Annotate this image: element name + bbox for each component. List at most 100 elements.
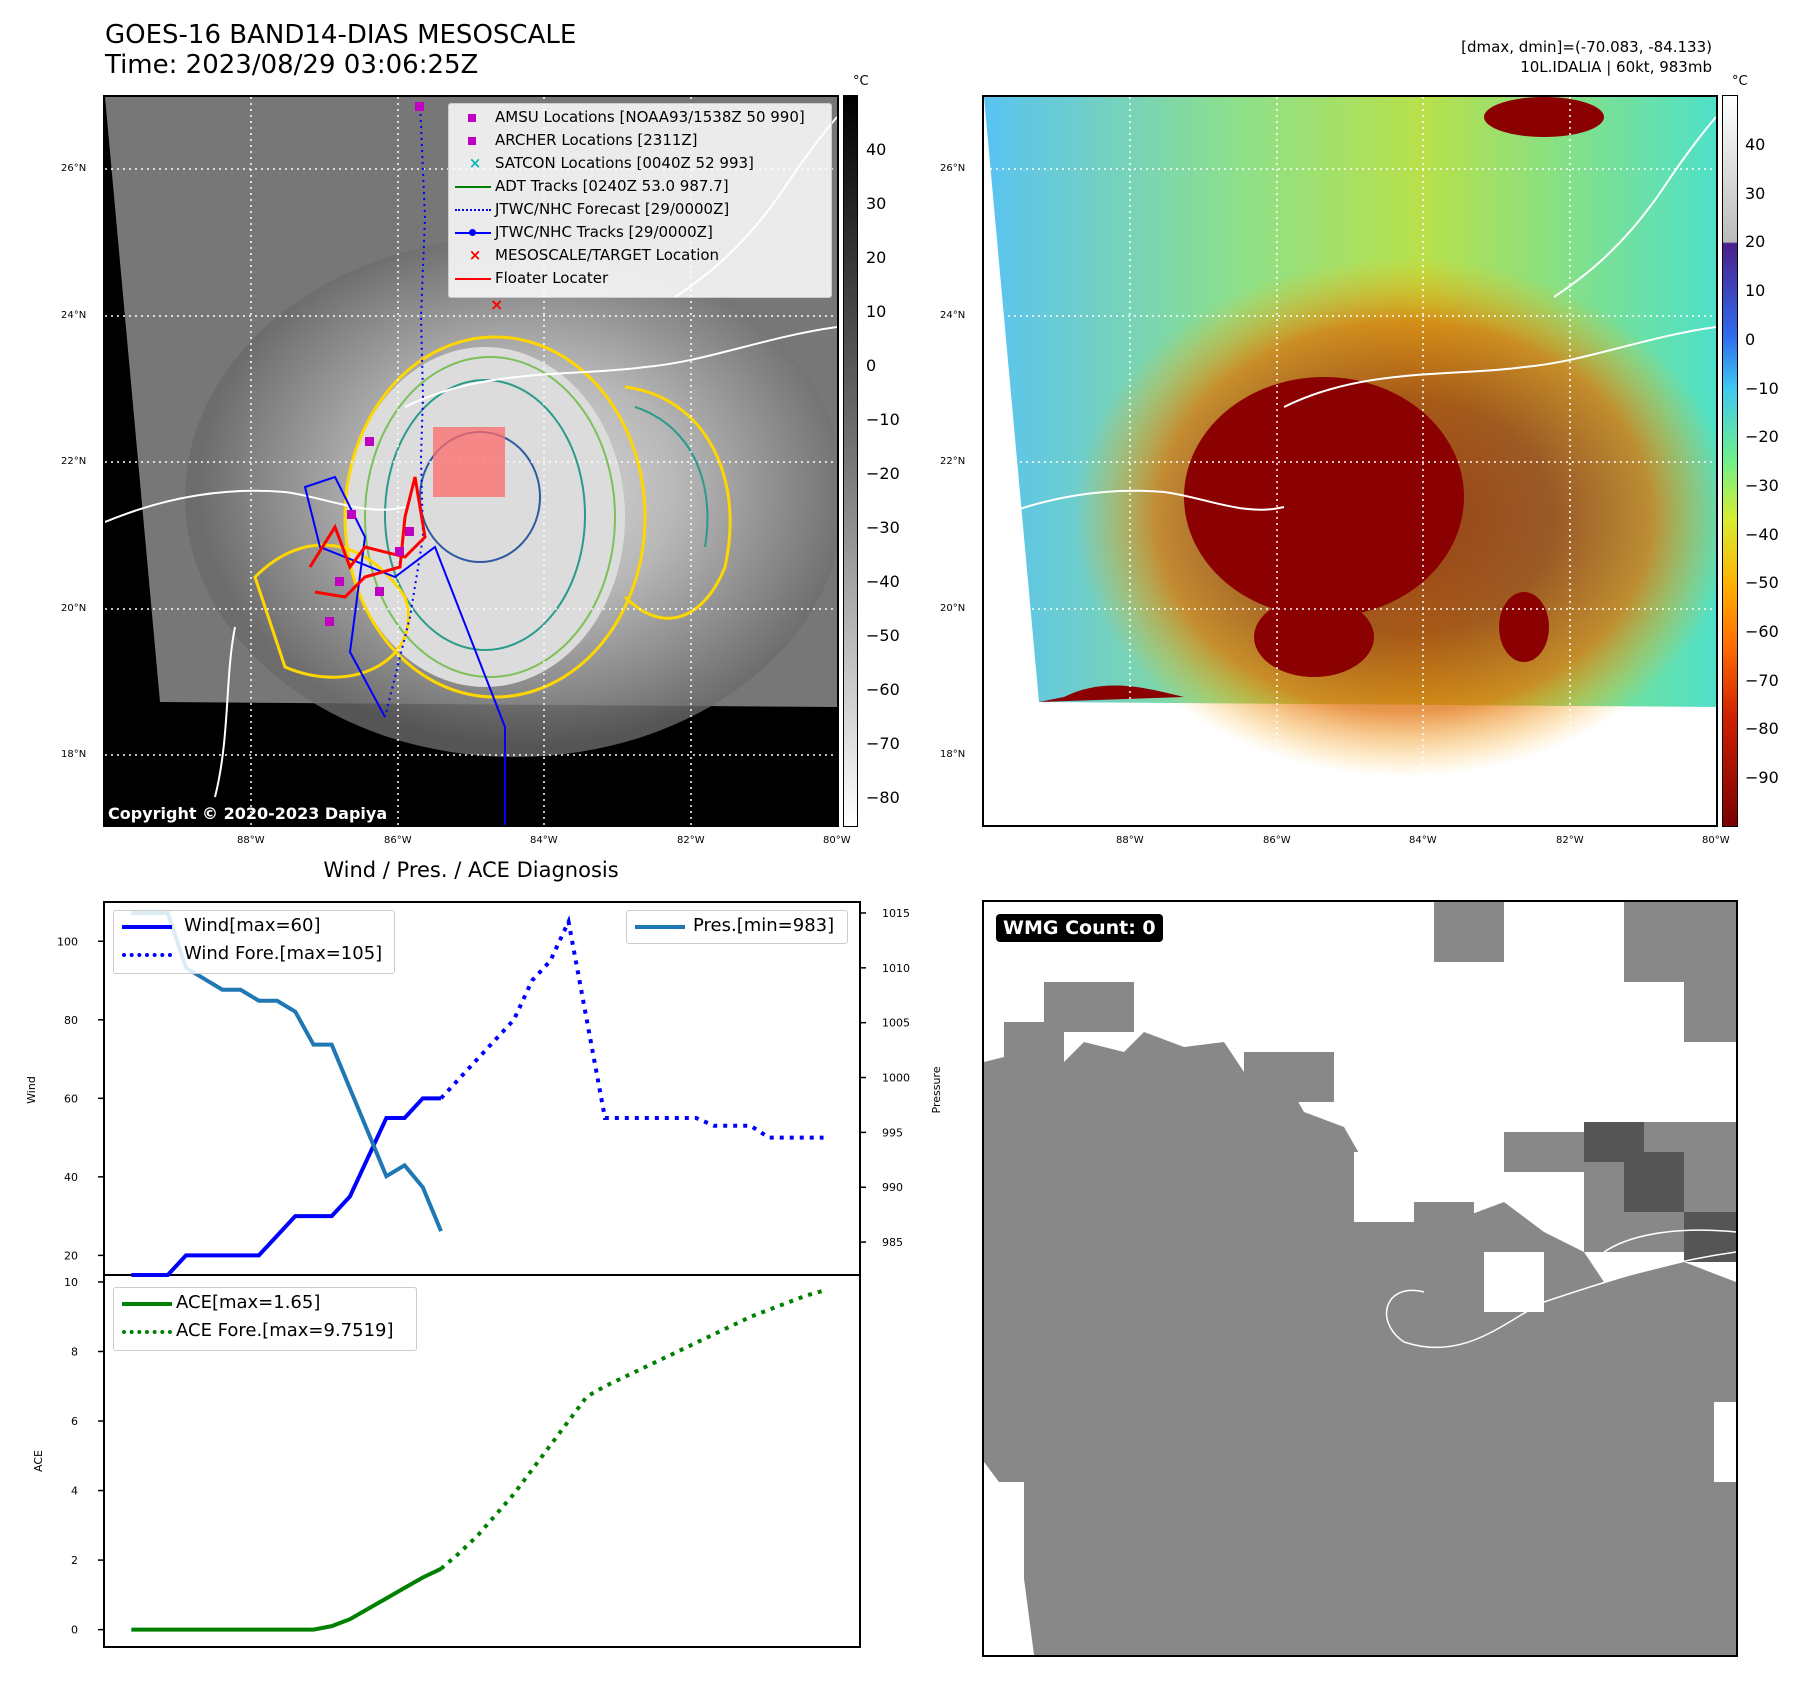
lat-label: 24°N <box>61 310 87 321</box>
colorbar-tick-label: −70 <box>1745 670 1779 690</box>
wind-ytick-label: 60 <box>64 1092 78 1105</box>
lat-label: 20°N <box>940 603 966 614</box>
pressure-ytick-label: 1000 <box>882 1072 910 1085</box>
legend-item: × MESOSCALE/TARGET Location <box>468 246 720 264</box>
lon-label: 80°W <box>823 835 851 846</box>
legend-item-label: ADT Tracks [0240Z 53.0 987.7] <box>495 177 729 195</box>
wind-legend-label: Wind[max=60] <box>184 915 321 936</box>
colorbar-tick-label: −40 <box>1745 524 1779 544</box>
legend-item: ADT Tracks [0240Z 53.0 987.7] <box>455 177 729 199</box>
colorbar-tick-label: −80 <box>866 788 900 807</box>
wind-ytick-label: 80 <box>64 1014 78 1027</box>
lat-label: 26°N <box>61 163 87 174</box>
pressure-ytick-label: 1015 <box>882 907 910 920</box>
dmax-readout: [dmax, dmin]=(-70.083, -84.133) <box>1461 38 1712 56</box>
lon-label: 82°W <box>1556 835 1584 846</box>
svg-text:×: × <box>490 295 503 314</box>
ace-legend-label: ACE[max=1.65] <box>176 1292 321 1313</box>
legend-item-label: JTWC/NHC Tracks [29/0000Z] <box>495 223 713 241</box>
ace-ytick-label: 4 <box>71 1485 78 1498</box>
floater-box <box>433 427 505 497</box>
color-map-image <box>984 97 1716 825</box>
colorbar-tick-label: 0 <box>866 356 877 375</box>
pressure-ytick-label: 995 <box>882 1126 903 1139</box>
colorbar-tick-label: 40 <box>1745 135 1766 154</box>
figure-time: Time: 2023/08/29 03:06:25Z <box>105 50 479 80</box>
legend-item-label: SATCON Locations [0040Z 52 993] <box>495 154 754 172</box>
ace-ytick-label: 6 <box>71 1415 78 1428</box>
wmg-image <box>984 902 1736 1655</box>
ace-legend: ACE[max=1.65] ACE Fore.[max=9.7519] <box>113 1287 417 1351</box>
legend-item-label: ARCHER Locations [2311Z] <box>495 131 698 149</box>
pressure-ytick-label: 1010 <box>882 962 910 975</box>
map-legend: AMSU Locations [NOAA93/1538Z 50 990] ARCH… <box>448 103 832 298</box>
color-colorbar-unit: °C <box>1732 74 1748 89</box>
series-line <box>131 1566 442 1632</box>
pressure-ytick-label: 990 <box>882 1181 903 1194</box>
lon-label: 82°W <box>677 835 705 846</box>
pressure-legend-label: Pres.[min=983] <box>693 915 835 936</box>
colorbar-tick-label: 30 <box>1745 183 1766 203</box>
lat-label: 26°N <box>940 163 966 174</box>
lon-label: 88°W <box>237 835 265 846</box>
colorbar-tick-label: −60 <box>866 680 900 699</box>
colorbar-tick-label: −10 <box>1745 378 1779 398</box>
colorbar-tick-label: −80 <box>1745 719 1779 739</box>
colorbar-tick-label: −10 <box>866 410 900 429</box>
legend-item-label: Floater Locater <box>495 269 609 287</box>
colorbar-tick-label: 40 <box>866 140 887 159</box>
legend-item-label: MESOSCALE/TARGET Location <box>495 246 720 264</box>
legend-item-label: AMSU Locations [NOAA93/1538Z 50 990] <box>495 108 805 126</box>
lat-label: 18°N <box>940 749 966 760</box>
wind-legend: Wind[max=60] Wind Fore.[max=105] <box>113 910 395 974</box>
colorbar-tick-label: −60 <box>1745 622 1779 641</box>
lat-label: 22°N <box>61 456 87 467</box>
storm-readout: 10L.IDALIA | 60kt, 983mb <box>1520 58 1712 76</box>
lat-label: 18°N <box>61 749 87 760</box>
legend-item: ARCHER Locations [2311Z] <box>455 131 698 153</box>
colorbar-tick-label: 20 <box>866 248 887 267</box>
colorbar-tick-label: −20 <box>1745 427 1779 447</box>
ace-fore-legend-label: ACE Fore.[max=9.7519] <box>176 1320 394 1341</box>
legend-item: Floater Locater <box>455 269 608 291</box>
colorbar-tick-label: 30 <box>866 194 887 213</box>
wind-ylabel: Wind <box>25 1076 38 1104</box>
legend-item: AMSU Locations [NOAA93/1538Z 50 990] <box>455 108 805 130</box>
lon-label: 86°W <box>384 835 412 846</box>
legend-item: JTWC/NHC Forecast [29/0000Z] <box>455 200 729 222</box>
colorbar-tick-label: 10 <box>1745 281 1766 301</box>
ace-ytick-label: 2 <box>71 1554 78 1567</box>
wind-ace-chart: 20 40 60 80 100 985 990 995 1000 1005 1010 1015 0 2 4… <box>25 901 943 1648</box>
colorbar-tick-label: −70 <box>866 734 900 753</box>
copyright-text: Copyright © 2020-2023 Dapiya <box>108 804 388 823</box>
colorbar-tick-label: −40 <box>866 572 900 591</box>
ace-ytick-label: 8 <box>71 1345 78 1358</box>
series-line <box>131 1096 442 1277</box>
series-line <box>439 1288 825 1571</box>
legend-item: JTWC/NHC Tracks [29/0000Z] <box>455 223 713 245</box>
wmg-panel: WMG Count: 0 <box>982 900 1738 1657</box>
lon-label: 84°W <box>1409 835 1437 846</box>
wmg-count-badge: WMG Count: 0 <box>996 914 1163 942</box>
gray-colorbar <box>843 95 858 827</box>
figure-title: GOES-16 BAND14-DIAS MESOSCALE <box>105 20 577 50</box>
lat-label: 24°N <box>940 310 966 321</box>
gray-colorbar-unit: °C <box>853 74 869 89</box>
pressure-ytick-label: 1005 <box>882 1017 910 1030</box>
ace-ylabel: ACE <box>32 1450 45 1472</box>
ace-ytick-label: 10 <box>64 1276 78 1289</box>
ir-map-panel: × Copyright © 2020-2023 Dapiya AMSU Loca… <box>103 95 839 827</box>
colorbar-tick-label: 0 <box>1745 329 1756 349</box>
wind-ytick-label: 20 <box>64 1249 78 1262</box>
colorbar-tick-label: −30 <box>866 518 900 537</box>
color-colorbar <box>1722 95 1738 827</box>
colorbar-tick-label: −90 <box>1745 768 1779 788</box>
series-line <box>439 915 824 1140</box>
chart-title: Wind / Pres. / ACE Diagnosis <box>323 858 619 882</box>
wind-ytick-label: 100 <box>57 935 78 948</box>
lat-label: 22°N <box>940 456 966 467</box>
ace-ytick-label: 0 <box>71 1624 78 1637</box>
wind-fore-legend-label: Wind Fore.[max=105] <box>184 943 383 964</box>
lon-label: 84°W <box>530 835 558 846</box>
colorbar-tick-label: −50 <box>1745 573 1779 593</box>
